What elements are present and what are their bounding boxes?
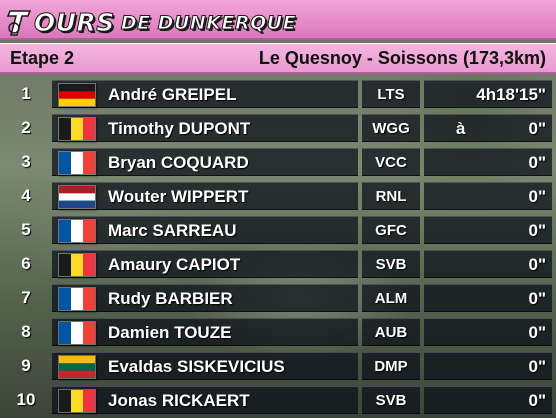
rider-cell: Timothy DUPONT xyxy=(52,114,358,142)
rider-name: Evaldas SISKEVICIUS xyxy=(108,357,285,376)
table-row: 7 Rudy BARBIER ALM 0" xyxy=(0,284,556,312)
title-banner: OURS DE DUNKERQUE xyxy=(0,0,556,40)
time-value: 0" xyxy=(528,391,546,410)
team-code: GFC xyxy=(362,216,420,244)
rank-cell: 6 xyxy=(21,254,31,273)
lithuania-flag-icon xyxy=(58,355,96,379)
rider-name: Rudy BARBIER xyxy=(108,289,233,308)
belgium-flag-icon xyxy=(58,117,96,141)
team-code: LTS xyxy=(362,80,420,108)
table-row: 2 Timothy DUPONT WGG à 0" xyxy=(0,114,556,142)
france-flag-icon xyxy=(58,219,96,243)
rank-cell: 10 xyxy=(16,390,36,409)
table-row: 5 Marc SARREAU GFC 0" xyxy=(0,216,556,244)
rider-cell: Bryan COQUARD xyxy=(52,148,358,176)
table-row: 3 Bryan COQUARD VCC 0" xyxy=(0,148,556,176)
rider-cell: Damien TOUZE xyxy=(52,318,358,346)
rank-cell: 7 xyxy=(21,288,31,307)
rider-cell: Rudy BARBIER xyxy=(52,284,358,312)
table-row: 6 Amaury CAPIOT SVB 0" xyxy=(0,250,556,278)
rider-cell: Amaury CAPIOT xyxy=(52,250,358,278)
team-code: SVB xyxy=(362,250,420,278)
time-cell: 0" xyxy=(424,182,552,210)
netherlands-flag-icon xyxy=(58,185,96,209)
rider-cell: André GREIPEL xyxy=(52,80,358,108)
table-row: 10 Jonas RICKAERT SVB 0" xyxy=(0,386,556,414)
time-value: 4h18'15" xyxy=(476,85,546,104)
time-value: 0" xyxy=(528,357,546,376)
time-cell: 0" xyxy=(424,250,552,278)
race-logo: OURS DE DUNKERQUE xyxy=(6,5,296,37)
rider-name: Wouter WIPPERT xyxy=(108,187,249,206)
rider-cell: Marc SARREAU xyxy=(52,216,358,244)
rider-cell: Evaldas SISKEVICIUS xyxy=(52,352,358,380)
table-row: 8 Damien TOUZE AUB 0" xyxy=(0,318,556,346)
race-title: OURS xyxy=(34,8,115,37)
time-value: 0" xyxy=(528,187,546,206)
time-prefix: à xyxy=(456,119,466,138)
france-flag-icon xyxy=(58,287,96,311)
team-code: SVB xyxy=(362,386,420,414)
time-value: 0" xyxy=(528,323,546,342)
team-code: ALM xyxy=(362,284,420,312)
belgium-flag-icon xyxy=(58,389,96,413)
team-code: DMP xyxy=(362,352,420,380)
time-cell: 4h18'15" xyxy=(424,80,552,108)
time-value: 0" xyxy=(528,255,546,274)
rank-cell: 3 xyxy=(21,152,31,171)
rider-cell: Jonas RICKAERT xyxy=(52,386,358,414)
rank-cell: 1 xyxy=(21,84,31,103)
time-cell: 0" xyxy=(424,284,552,312)
france-flag-icon xyxy=(58,151,96,175)
rank-cell: 8 xyxy=(21,322,31,341)
rider-name: Bryan COQUARD xyxy=(108,153,249,172)
stage-label: Etape 2 xyxy=(10,48,75,68)
france-flag-icon xyxy=(58,321,96,345)
rider-name: Damien TOUZE xyxy=(108,323,232,342)
table-row: 1 André GREIPEL LTS 4h18'15" xyxy=(0,80,556,108)
rider-name: André GREIPEL xyxy=(108,85,237,104)
table-row: 4 Wouter WIPPERT RNL 0" xyxy=(0,182,556,210)
belgium-flag-icon xyxy=(58,253,96,277)
team-code: RNL xyxy=(362,182,420,210)
rider-name: Timothy DUPONT xyxy=(108,119,251,138)
tour-t-logo-icon xyxy=(6,7,32,37)
rank-cell: 5 xyxy=(21,220,31,239)
rider-name: Amaury CAPIOT xyxy=(108,255,241,274)
time-value: 0" xyxy=(528,221,546,240)
time-value: 0" xyxy=(528,153,546,172)
team-code: WGG xyxy=(362,114,420,142)
time-value: 0" xyxy=(528,119,546,138)
time-cell: 0" xyxy=(424,352,552,380)
rank-cell: 2 xyxy=(21,118,31,137)
table-row: 9 Evaldas SISKEVICIUS DMP 0" xyxy=(0,352,556,380)
rider-cell: Wouter WIPPERT xyxy=(52,182,358,210)
time-cell: à 0" xyxy=(424,114,552,142)
time-cell: 0" xyxy=(424,318,552,346)
time-cell: 0" xyxy=(424,386,552,414)
stage-header: Etape 2 Le Quesnoy - Soissons (173,3km) xyxy=(0,43,556,74)
germany-flag-icon xyxy=(58,83,96,107)
time-value: 0" xyxy=(528,289,546,308)
rider-name: Jonas RICKAERT xyxy=(108,391,250,410)
time-cell: 0" xyxy=(424,216,552,244)
race-title-suffix: DE DUNKERQUE xyxy=(120,12,297,35)
team-code: AUB xyxy=(362,318,420,346)
team-code: VCC xyxy=(362,148,420,176)
stage-route: Le Quesnoy - Soissons (173,3km) xyxy=(258,48,546,68)
time-cell: 0" xyxy=(424,148,552,176)
rank-cell: 9 xyxy=(21,356,31,375)
rider-name: Marc SARREAU xyxy=(108,221,237,240)
rank-cell: 4 xyxy=(21,186,31,205)
